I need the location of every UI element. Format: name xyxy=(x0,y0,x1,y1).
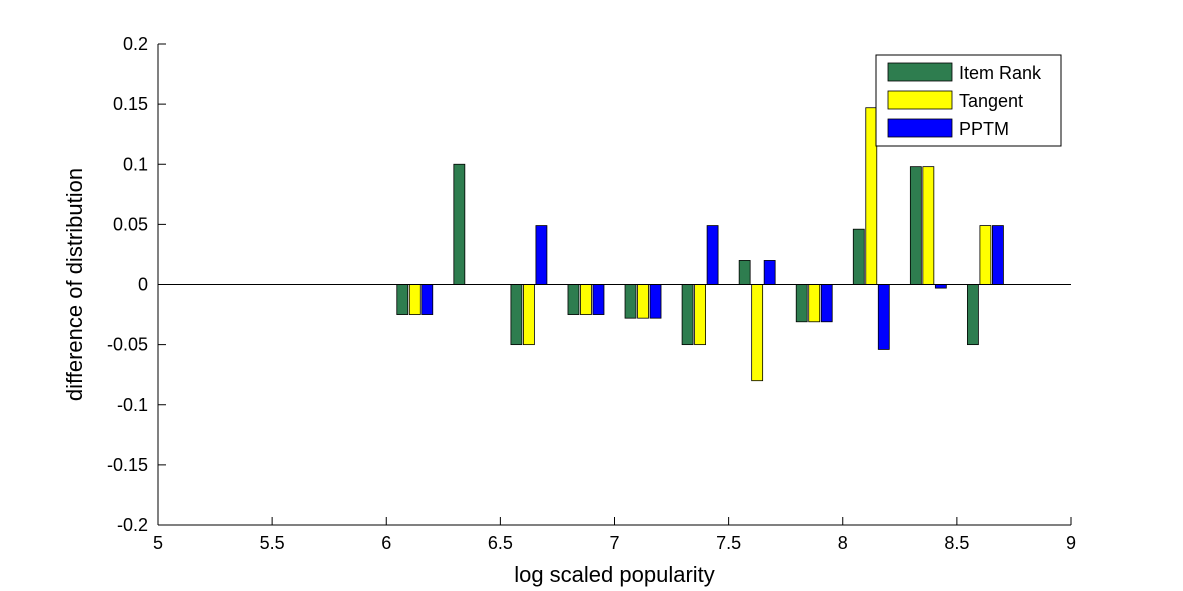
bar-item-rank-9 xyxy=(909,166,922,285)
bar-pptm-2 xyxy=(535,225,548,285)
bar-item-rank-0 xyxy=(396,284,409,315)
y-tick-label: -0.2 xyxy=(117,515,148,535)
bar-tangent-4 xyxy=(637,284,649,319)
bar-item-rank-1 xyxy=(453,163,466,285)
y-axis-label: difference of distribution xyxy=(62,168,87,401)
legend-swatch-pptm xyxy=(887,118,953,138)
bar-pptm-7 xyxy=(820,284,833,323)
bar-pptm-0 xyxy=(421,284,434,315)
bar-item-rank-2 xyxy=(510,284,523,346)
bar-pptm-8 xyxy=(877,284,890,350)
bar-item-rank-6 xyxy=(738,260,751,285)
x-axis-label: log scaled popularity xyxy=(514,562,715,587)
bar-pptm-6 xyxy=(763,260,776,285)
x-tick-label: 5 xyxy=(153,533,163,553)
bar-item-rank-3 xyxy=(567,284,580,315)
bar-pptm-5 xyxy=(706,225,719,285)
y-tick-label: -0.05 xyxy=(107,335,148,355)
y-tick-label: 0.2 xyxy=(123,34,148,54)
bar-tangent-0 xyxy=(408,284,421,315)
bar-pptm-3 xyxy=(592,284,605,315)
y-tick-label: 0.1 xyxy=(123,154,148,174)
y-tick-label: 0.05 xyxy=(113,214,148,234)
bar-item-rank-8 xyxy=(852,228,865,285)
bar-tangent-7 xyxy=(808,284,821,323)
axes-group: 5 5.5 6 6.5 7 7.5 8 8.5 9 -0.2 -0.15 -0.1 -0.05 0 0.05… xyxy=(107,34,1076,553)
y-tick-label: 0.15 xyxy=(113,94,148,114)
y-tick-label: 0 xyxy=(138,275,148,295)
bar-tangent-10 xyxy=(979,225,992,285)
y-tick-label: -0.15 xyxy=(107,455,148,475)
x-tick-label: 8 xyxy=(838,533,848,553)
bar-item-rank-5 xyxy=(681,284,694,346)
legend-label-pptm: PPTM xyxy=(959,119,1009,139)
x-tick-label: 7 xyxy=(609,533,619,553)
bar-pptm-10 xyxy=(992,225,1004,285)
bar-tangent-9 xyxy=(922,166,935,285)
bar-item-rank-10 xyxy=(967,284,979,346)
y-tick-label: -0.1 xyxy=(117,395,148,415)
bar-pptm-4 xyxy=(649,284,662,319)
legend-swatch-item-rank xyxy=(887,62,953,82)
bar-tangent-2 xyxy=(523,284,535,346)
x-tick-label: 6 xyxy=(381,533,391,553)
legend-label-item-rank: Item Rank xyxy=(959,63,1042,83)
x-tick-label: 6.5 xyxy=(488,533,513,553)
x-tick-label: 7.5 xyxy=(716,533,741,553)
bar-tangent-5 xyxy=(694,284,706,346)
bars-group xyxy=(396,107,1004,382)
legend-swatch-tangent xyxy=(887,90,953,110)
x-tick-label: 8.5 xyxy=(944,533,969,553)
bar-pptm-9 xyxy=(934,284,947,289)
x-tick-label: 5.5 xyxy=(260,533,285,553)
bar-tangent-3 xyxy=(580,284,592,315)
legend-label-tangent: Tangent xyxy=(959,91,1023,111)
bar-tangent-8 xyxy=(865,107,878,285)
bar-item-rank-4 xyxy=(624,284,637,319)
bar-item-rank-7 xyxy=(795,284,808,323)
bar-tangent-6 xyxy=(751,284,764,382)
x-tick-label: 9 xyxy=(1066,533,1076,553)
legend: Item Rank Tangent PPTM xyxy=(875,54,1062,147)
